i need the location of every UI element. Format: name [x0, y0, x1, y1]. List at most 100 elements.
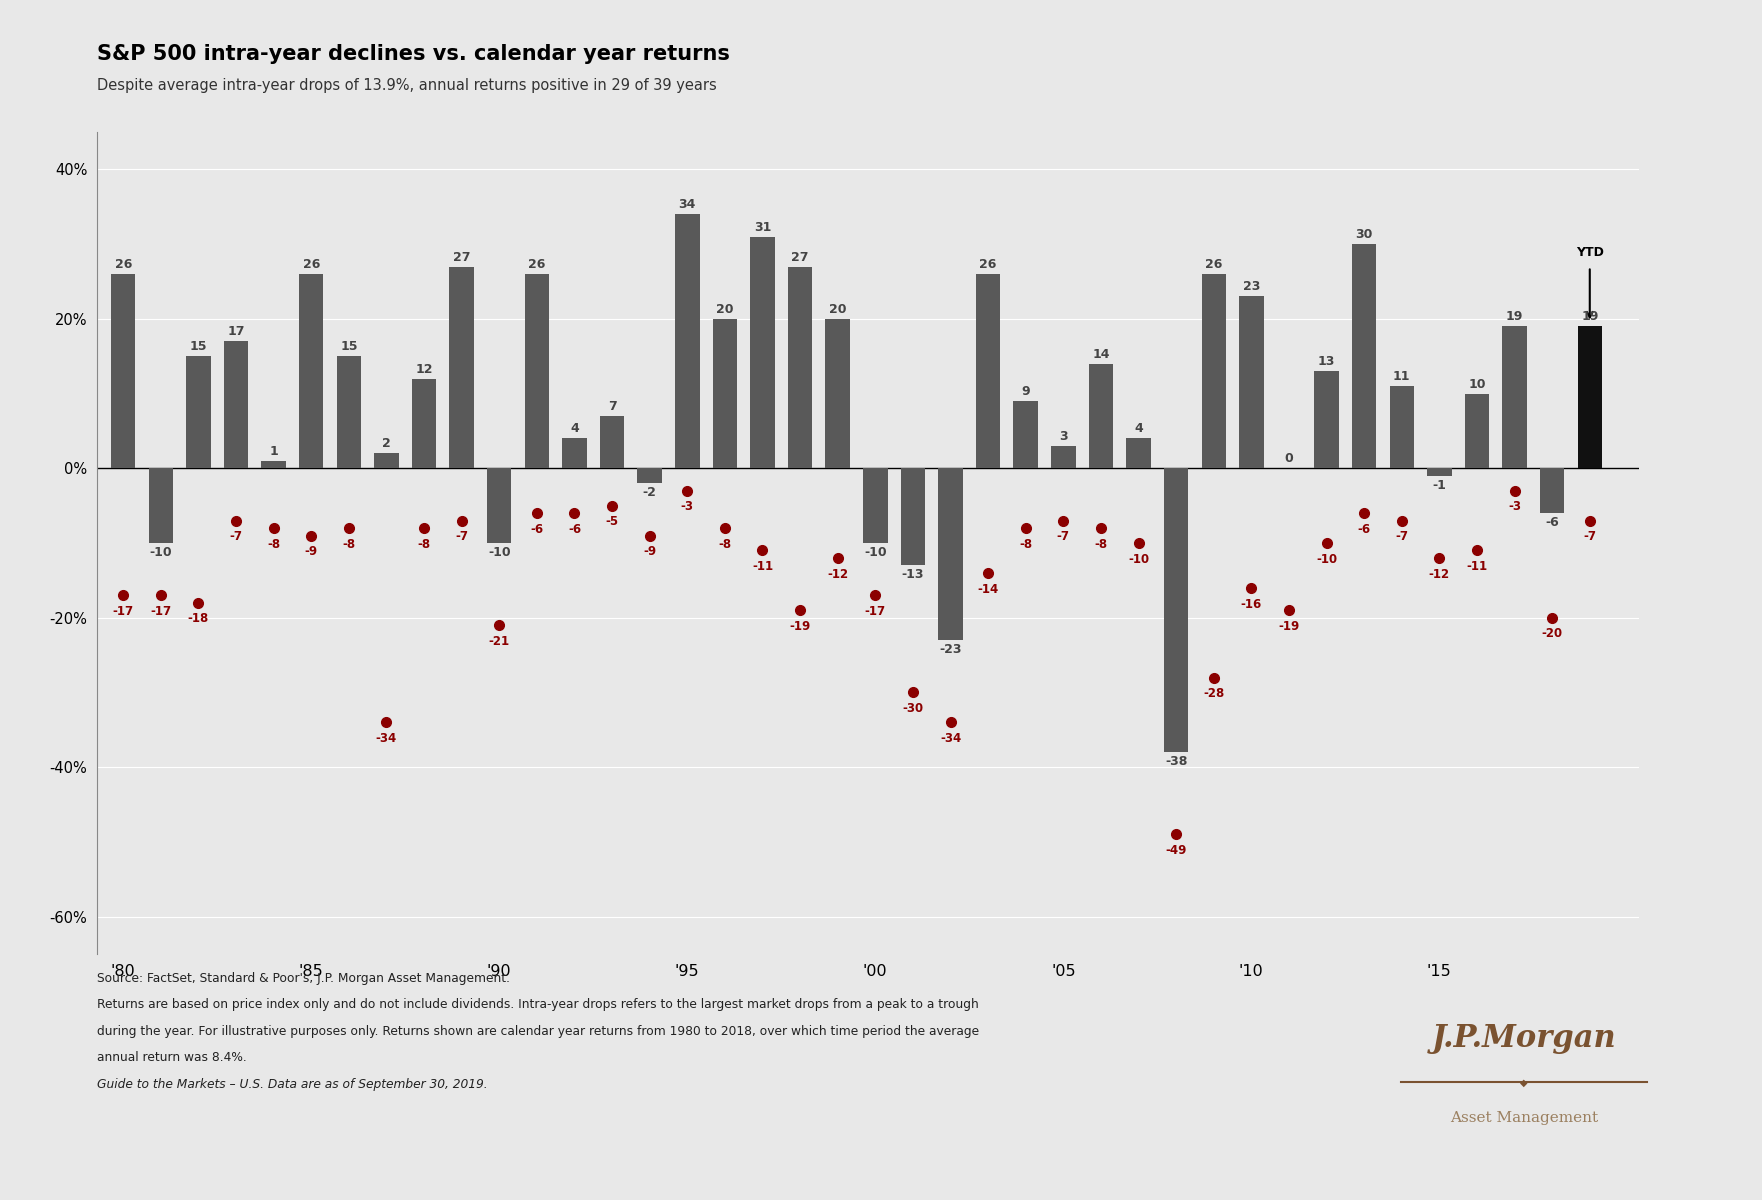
- Text: 15: 15: [190, 340, 208, 353]
- Text: -12: -12: [1429, 568, 1450, 581]
- Text: -14: -14: [978, 583, 999, 595]
- Bar: [900, 468, 925, 565]
- Text: 17: 17: [227, 325, 245, 338]
- Text: 30: 30: [1355, 228, 1373, 241]
- Bar: [111, 274, 136, 468]
- Text: Source: FactSet, Standard & Poor's, J.P. Morgan Asset Management.: Source: FactSet, Standard & Poor's, J.P.…: [97, 972, 509, 985]
- Bar: [1089, 364, 1114, 468]
- Text: -5: -5: [606, 515, 618, 528]
- Text: -7: -7: [1396, 530, 1408, 544]
- Text: -19: -19: [789, 620, 811, 632]
- Text: -8: -8: [268, 538, 280, 551]
- Text: -9: -9: [643, 545, 655, 558]
- Text: J.P.Morgan: J.P.Morgan: [1433, 1022, 1616, 1054]
- Text: -10: -10: [1128, 553, 1149, 565]
- Text: 19: 19: [1507, 311, 1524, 323]
- Bar: [261, 461, 285, 468]
- Bar: [525, 274, 550, 468]
- Text: -11: -11: [1466, 560, 1487, 574]
- Text: -17: -17: [865, 605, 886, 618]
- Text: 12: 12: [416, 362, 433, 376]
- Bar: [187, 356, 211, 468]
- Text: -7: -7: [455, 530, 469, 544]
- Text: 0: 0: [1284, 452, 1293, 466]
- Bar: [1427, 468, 1452, 475]
- Text: -7: -7: [1057, 530, 1070, 544]
- Text: 10: 10: [1468, 378, 1485, 390]
- Text: -8: -8: [719, 538, 731, 551]
- Text: -20: -20: [1542, 628, 1563, 641]
- Bar: [788, 266, 812, 468]
- Text: -28: -28: [1203, 688, 1225, 701]
- Text: -3: -3: [680, 500, 694, 514]
- Text: 26: 26: [303, 258, 321, 271]
- Bar: [1314, 371, 1339, 468]
- Bar: [1503, 326, 1528, 468]
- Bar: [863, 468, 888, 542]
- Text: -6: -6: [530, 523, 543, 536]
- Text: -18: -18: [189, 612, 210, 625]
- Text: 26: 26: [980, 258, 997, 271]
- Bar: [1540, 468, 1565, 514]
- Bar: [449, 266, 474, 468]
- Text: -10: -10: [863, 546, 886, 559]
- Bar: [638, 468, 663, 484]
- Text: S&P 500 intra-year declines vs. calendar year returns: S&P 500 intra-year declines vs. calendar…: [97, 44, 729, 65]
- Bar: [1202, 274, 1226, 468]
- Text: 9: 9: [1022, 385, 1031, 398]
- Bar: [1239, 296, 1263, 468]
- Bar: [224, 341, 248, 468]
- Text: 23: 23: [1242, 281, 1260, 294]
- Text: -23: -23: [939, 643, 962, 656]
- Text: 26: 26: [115, 258, 132, 271]
- Text: during the year. For illustrative purposes only. Returns shown are calendar year: during the year. For illustrative purpos…: [97, 1025, 980, 1038]
- Text: -6: -6: [1545, 516, 1559, 529]
- Bar: [712, 319, 737, 468]
- Text: -10: -10: [1316, 553, 1337, 565]
- Text: 4: 4: [571, 422, 580, 436]
- Text: -12: -12: [826, 568, 848, 581]
- Text: -13: -13: [902, 569, 923, 582]
- Text: -10: -10: [488, 546, 511, 559]
- Bar: [337, 356, 361, 468]
- Text: 20: 20: [828, 302, 846, 316]
- Text: 34: 34: [678, 198, 696, 211]
- Bar: [1126, 438, 1151, 468]
- Text: 1: 1: [270, 445, 278, 458]
- Text: -21: -21: [488, 635, 509, 648]
- Text: -19: -19: [1277, 620, 1300, 632]
- Text: 3: 3: [1059, 430, 1068, 443]
- Text: 26: 26: [529, 258, 546, 271]
- Text: 7: 7: [608, 400, 617, 413]
- Bar: [976, 274, 1001, 468]
- Text: 27: 27: [791, 251, 809, 264]
- Text: -11: -11: [752, 560, 774, 574]
- Bar: [374, 454, 398, 468]
- Text: -16: -16: [1240, 598, 1262, 611]
- Bar: [1464, 394, 1489, 468]
- Text: 13: 13: [1318, 355, 1336, 368]
- Text: ◆: ◆: [1521, 1078, 1528, 1087]
- Text: 26: 26: [1205, 258, 1223, 271]
- Bar: [1351, 244, 1376, 468]
- Bar: [825, 319, 849, 468]
- Text: -2: -2: [643, 486, 657, 499]
- Bar: [1052, 446, 1075, 468]
- Text: 20: 20: [715, 302, 733, 316]
- Bar: [1165, 468, 1188, 752]
- Text: -1: -1: [1433, 479, 1447, 492]
- Text: 31: 31: [754, 221, 772, 234]
- Text: -8: -8: [418, 538, 430, 551]
- Text: YTD: YTD: [1575, 246, 1603, 259]
- Text: -9: -9: [305, 545, 317, 558]
- Text: -30: -30: [902, 702, 923, 715]
- Text: 19: 19: [1581, 311, 1598, 323]
- Text: -8: -8: [1018, 538, 1033, 551]
- Text: -49: -49: [1165, 844, 1188, 857]
- Text: 11: 11: [1394, 370, 1411, 383]
- Bar: [1013, 401, 1038, 468]
- Bar: [1390, 386, 1413, 468]
- Bar: [599, 416, 624, 468]
- Text: -8: -8: [1094, 538, 1108, 551]
- Bar: [675, 214, 700, 468]
